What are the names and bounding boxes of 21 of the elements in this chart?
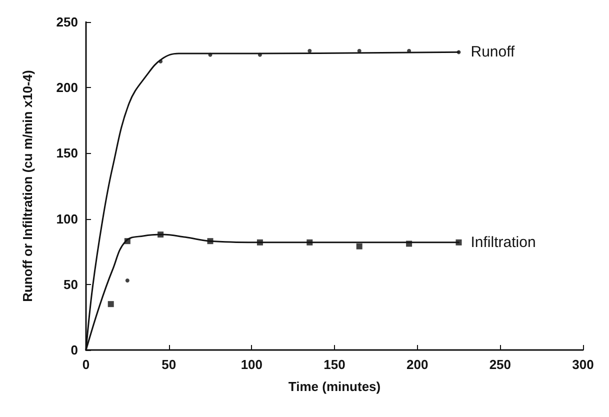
point — [356, 243, 362, 250]
x-tick-label: 150 — [324, 357, 346, 372]
x-tick-label: 200 — [406, 357, 428, 372]
y-tick-label: 200 — [56, 80, 78, 96]
point — [125, 278, 130, 282]
point — [308, 48, 312, 53]
x-tick-label: 50 — [162, 357, 176, 372]
x-axis-title: Time (minutes) — [288, 379, 381, 394]
y-tick-label: 100 — [56, 211, 78, 226]
y-tick-label: 250 — [56, 14, 78, 30]
y-tick-label: 0 — [70, 342, 78, 358]
point — [108, 301, 114, 308]
series-label: Infiltration — [470, 234, 536, 251]
y-tick-label: 50 — [64, 276, 78, 292]
y-tick-label: 150 — [56, 146, 78, 161]
series-label: Runoff — [470, 44, 516, 61]
y-axis-title: Runoff or Infiltration (cu m/min x10-4) — [20, 70, 35, 302]
x-tick-label: 100 — [240, 357, 263, 372]
x-tick-label: 250 — [489, 357, 512, 372]
x-tick-label: 300 — [572, 357, 594, 372]
x-tick-label: 0 — [82, 357, 90, 372]
